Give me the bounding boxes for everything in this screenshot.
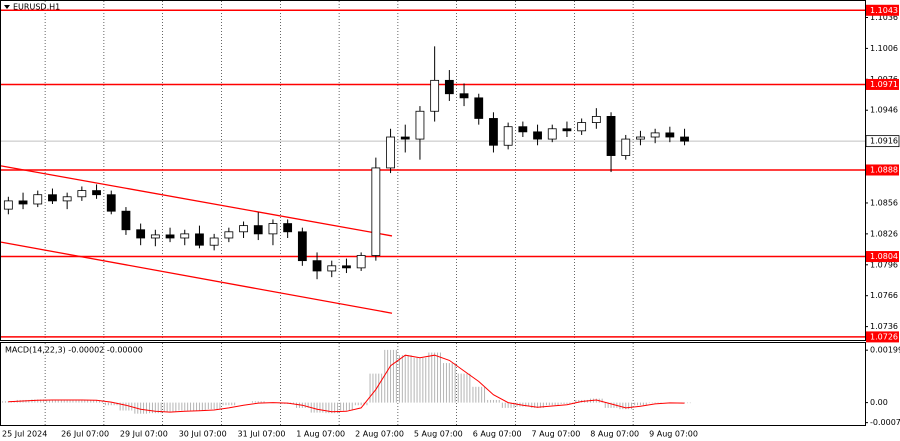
candle-body — [680, 136, 689, 142]
candle-body — [62, 196, 72, 202]
candle-body — [297, 231, 307, 262]
candle-body — [562, 128, 572, 132]
level-label: 1.0971 — [870, 80, 898, 89]
candle-body — [268, 223, 278, 235]
x-tick-label: 6 Aug 07:00 — [473, 430, 522, 439]
title-arrow — [4, 5, 10, 9]
y-tick-label: 1.0766 — [870, 291, 898, 300]
candle-body — [386, 136, 395, 169]
y-tick-label: 1.1036 — [870, 13, 898, 22]
y-tick-label: 1.1006 — [870, 44, 898, 53]
candle-body — [165, 234, 175, 239]
candle-body — [606, 116, 616, 156]
current-price-label: 1.0916 — [870, 137, 898, 146]
chart-title: EURUSD,H1 — [13, 3, 60, 12]
y-tick-label: -0.00076 — [870, 418, 900, 427]
x-tick-label: 2 Aug 07:00 — [355, 430, 404, 439]
candle-body — [591, 116, 601, 123]
x-tick-label: 7 Aug 07:00 — [532, 430, 581, 439]
channel-line — [0, 165, 393, 237]
candle-body — [636, 136, 645, 140]
candle-body — [430, 79, 440, 112]
y-tick-label: 0.00199 — [870, 346, 900, 355]
x-tick-label: 25 Jul 2024 — [2, 430, 47, 439]
macd-title: MACD(14,22,3) -0.00002 -0.00000 — [5, 346, 143, 355]
level-label: 1.0888 — [870, 165, 898, 174]
candle-body — [444, 79, 454, 95]
candle-body — [239, 225, 248, 233]
candle-body — [253, 225, 263, 235]
x-tick-label: 5 Aug 07:00 — [414, 430, 463, 439]
candle-body — [342, 265, 351, 269]
candle-body — [77, 190, 87, 198]
candle-body — [665, 132, 675, 138]
current-price-box — [865, 135, 900, 148]
candle-body — [459, 93, 469, 99]
level-label-box — [866, 251, 899, 263]
x-tick-label: 1 Aug 07:00 — [296, 430, 345, 439]
y-tick-label: 1.0856 — [870, 198, 898, 207]
level-label: 1.1043 — [870, 6, 898, 15]
candle-body — [327, 265, 337, 272]
candle-body — [371, 167, 381, 256]
candle-body — [621, 138, 631, 156]
candle-body — [33, 194, 43, 205]
candle-body — [518, 126, 528, 133]
x-tick-label: 8 Aug 07:00 — [590, 430, 639, 439]
x-tick-label: 30 Jul 07:00 — [179, 430, 227, 439]
level-label-box — [866, 4, 899, 16]
level-label: 1.0726 — [870, 332, 898, 341]
candle-body — [136, 229, 146, 239]
level-label-box — [866, 331, 899, 343]
x-tick-label: 29 Jul 07:00 — [120, 430, 168, 439]
candle-body — [18, 200, 28, 205]
candle-body — [650, 132, 660, 138]
candle-body — [547, 128, 557, 140]
signal-line — [8, 354, 685, 413]
candle-body — [195, 233, 204, 246]
candle-body — [92, 190, 101, 196]
candle-body — [180, 233, 190, 239]
candle-body — [3, 200, 13, 210]
candle-body — [150, 234, 160, 239]
level-label-box — [866, 78, 899, 90]
macd-panel — [0, 342, 866, 426]
y-tick-label: 0.00 — [870, 398, 888, 407]
candle-body — [106, 194, 116, 212]
y-tick-label: 1.0946 — [870, 106, 898, 115]
candle-body — [533, 131, 542, 140]
candle-body — [415, 110, 425, 140]
candle-body — [474, 97, 484, 119]
candle-body — [209, 237, 219, 246]
y-tick-label: 1.0796 — [870, 260, 898, 269]
x-tick-label: 31 Jul 07:00 — [238, 430, 286, 439]
level-label: 1.0804 — [870, 252, 898, 261]
candle-body — [400, 136, 410, 140]
channel-line — [0, 241, 393, 314]
x-tick-label: 26 Jul 07:00 — [61, 430, 109, 439]
level-label-box — [866, 164, 899, 176]
candle-body — [503, 126, 513, 146]
candle-body — [224, 231, 234, 239]
candle-body — [356, 255, 366, 269]
y-tick-label: 1.0826 — [870, 229, 898, 238]
candle-body — [577, 122, 587, 132]
candle-body — [489, 118, 498, 146]
y-tick-label: 1.0736 — [870, 322, 898, 331]
candle-body — [48, 194, 57, 202]
candle-body — [121, 210, 131, 231]
candle-body — [312, 260, 322, 272]
x-tick-label: 9 Aug 07:00 — [649, 430, 698, 439]
candle-body — [283, 223, 293, 233]
